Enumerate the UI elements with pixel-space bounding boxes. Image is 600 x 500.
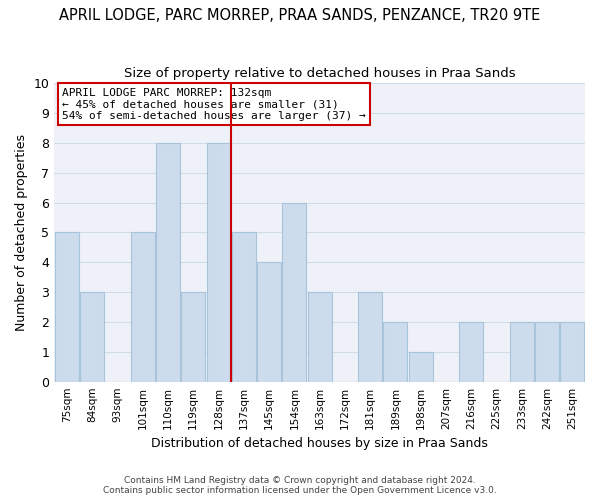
Bar bbox=[257, 262, 281, 382]
Bar bbox=[383, 322, 407, 382]
Bar bbox=[409, 352, 433, 382]
Bar bbox=[535, 322, 559, 382]
Bar bbox=[283, 202, 307, 382]
Bar bbox=[510, 322, 534, 382]
Text: Contains HM Land Registry data © Crown copyright and database right 2024.
Contai: Contains HM Land Registry data © Crown c… bbox=[103, 476, 497, 495]
Bar bbox=[232, 232, 256, 382]
Bar bbox=[560, 322, 584, 382]
Bar bbox=[358, 292, 382, 382]
Bar bbox=[206, 143, 230, 382]
Bar bbox=[181, 292, 205, 382]
Bar bbox=[459, 322, 483, 382]
Title: Size of property relative to detached houses in Praa Sands: Size of property relative to detached ho… bbox=[124, 68, 515, 80]
Bar bbox=[55, 232, 79, 382]
X-axis label: Distribution of detached houses by size in Praa Sands: Distribution of detached houses by size … bbox=[151, 437, 488, 450]
Bar bbox=[131, 232, 155, 382]
Text: APRIL LODGE, PARC MORREP, PRAA SANDS, PENZANCE, TR20 9TE: APRIL LODGE, PARC MORREP, PRAA SANDS, PE… bbox=[59, 8, 541, 22]
Bar bbox=[80, 292, 104, 382]
Bar bbox=[308, 292, 332, 382]
Bar bbox=[156, 143, 180, 382]
Text: APRIL LODGE PARC MORREP: 132sqm
← 45% of detached houses are smaller (31)
54% of: APRIL LODGE PARC MORREP: 132sqm ← 45% of… bbox=[62, 88, 366, 120]
Y-axis label: Number of detached properties: Number of detached properties bbox=[15, 134, 28, 331]
